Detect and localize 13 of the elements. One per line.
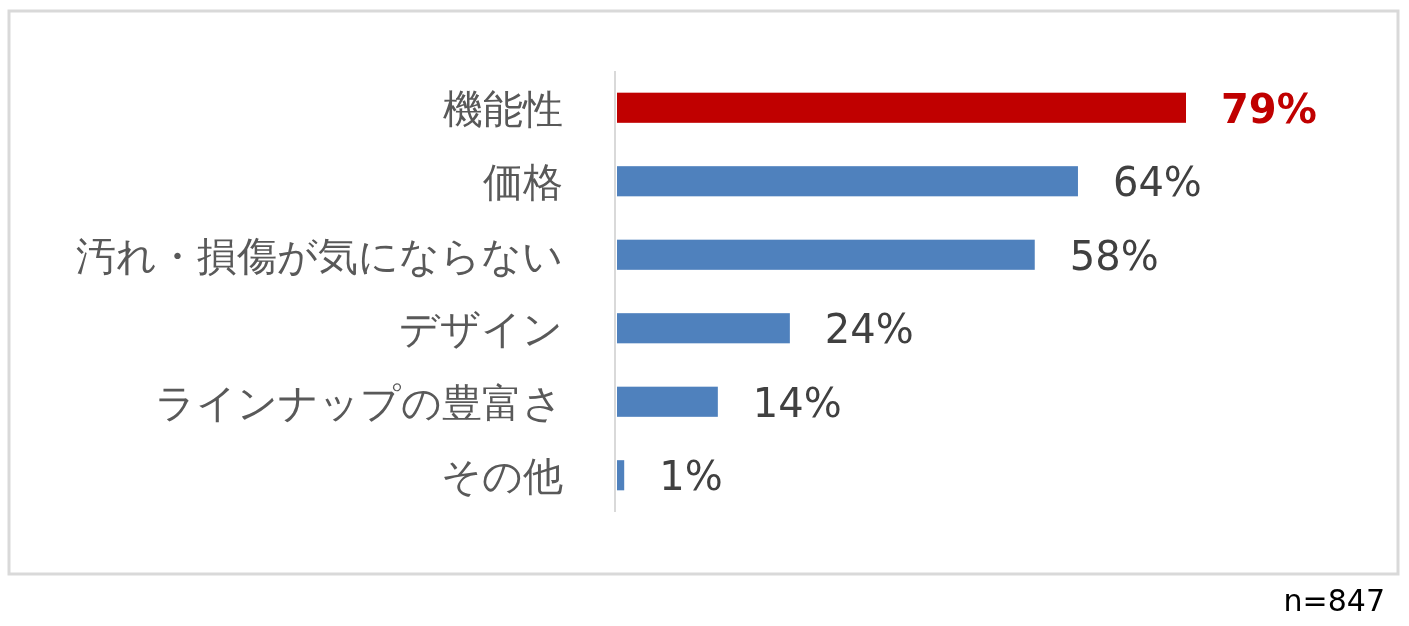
value-label: 24% (824, 306, 914, 353)
value-label: 58% (1069, 232, 1159, 279)
value-label: 1% (659, 453, 723, 500)
annotation: n=847 (1283, 583, 1385, 618)
value-label: 64% (1112, 159, 1202, 206)
value-label: 14% (752, 379, 842, 426)
category-label: ラインナップの豊富さ (155, 379, 563, 426)
category-label: 汚れ・損傷が気にならない (76, 232, 563, 279)
value-label: 79% (1221, 85, 1317, 132)
category-label: その他 (441, 453, 563, 500)
category-label: デザイン (399, 306, 563, 353)
category-label: 価格 (483, 159, 563, 206)
category-label: 機能性 (443, 85, 563, 132)
